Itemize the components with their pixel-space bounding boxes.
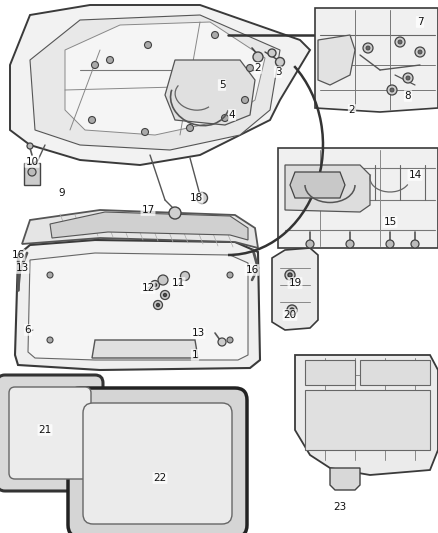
Polygon shape [330,468,360,490]
Text: 18: 18 [189,193,203,203]
Text: 8: 8 [405,91,411,101]
Text: 17: 17 [141,205,155,215]
Text: 7: 7 [417,17,423,27]
Circle shape [141,128,148,135]
Circle shape [169,207,181,219]
Circle shape [288,273,292,277]
Polygon shape [50,212,248,240]
Text: 14: 14 [408,170,422,180]
Circle shape [363,43,373,53]
Text: 12: 12 [141,283,155,293]
Polygon shape [28,253,248,360]
Circle shape [268,49,276,57]
Circle shape [403,73,413,83]
Text: 13: 13 [15,263,28,273]
Text: 22: 22 [153,473,166,483]
Circle shape [287,305,297,315]
Circle shape [398,40,402,44]
Circle shape [106,56,113,63]
Polygon shape [92,340,198,358]
Polygon shape [305,360,355,385]
Circle shape [366,46,370,50]
Circle shape [406,76,410,80]
Circle shape [387,85,397,95]
Circle shape [212,31,219,38]
Text: 3: 3 [275,67,281,77]
Polygon shape [165,60,255,125]
Text: 6: 6 [25,325,31,335]
Polygon shape [318,35,355,85]
Polygon shape [360,360,430,385]
Circle shape [197,192,208,204]
Text: 11: 11 [171,278,185,288]
Circle shape [411,240,419,248]
Circle shape [241,96,248,103]
Circle shape [247,64,254,71]
Polygon shape [272,248,318,330]
Circle shape [153,284,156,287]
Circle shape [47,272,53,278]
FancyBboxPatch shape [0,375,103,491]
Circle shape [28,168,36,176]
Text: 15: 15 [383,217,397,227]
Circle shape [346,240,354,248]
Circle shape [218,338,226,346]
Bar [24,163,40,185]
Circle shape [285,270,295,280]
Circle shape [88,117,95,124]
Circle shape [290,308,294,312]
Text: 4: 4 [229,110,235,120]
Text: 19: 19 [288,278,302,288]
Polygon shape [65,22,265,135]
Circle shape [418,50,422,54]
Polygon shape [10,5,310,165]
FancyBboxPatch shape [83,403,232,524]
Text: 16: 16 [11,250,25,260]
Text: 9: 9 [59,188,65,198]
Polygon shape [30,15,280,150]
Circle shape [187,125,194,132]
Text: 23: 23 [333,502,346,512]
Circle shape [306,240,314,248]
Text: 2: 2 [254,63,261,73]
Text: 13: 13 [191,328,205,338]
Circle shape [151,280,159,289]
Circle shape [395,37,405,47]
Polygon shape [290,172,345,198]
Polygon shape [278,148,438,248]
Text: 10: 10 [25,157,39,167]
Circle shape [390,88,394,92]
Text: 21: 21 [39,425,52,435]
Circle shape [253,52,263,62]
Text: 2: 2 [349,105,355,115]
Circle shape [160,290,170,300]
Polygon shape [22,210,258,248]
Circle shape [47,337,53,343]
Polygon shape [285,165,370,212]
Circle shape [153,301,162,310]
FancyBboxPatch shape [9,387,91,479]
Circle shape [163,294,166,296]
Circle shape [92,61,99,69]
Polygon shape [315,8,438,112]
Circle shape [156,303,159,306]
Circle shape [415,47,425,57]
Circle shape [276,58,285,67]
Circle shape [227,337,233,343]
Polygon shape [295,355,438,475]
Text: 5: 5 [219,80,225,90]
Text: 16: 16 [245,265,258,275]
Polygon shape [305,390,430,450]
Circle shape [222,115,229,122]
Circle shape [227,272,233,278]
Circle shape [27,143,33,149]
FancyBboxPatch shape [68,388,247,533]
Polygon shape [15,240,260,370]
Circle shape [180,271,190,280]
Circle shape [158,275,168,285]
Text: 20: 20 [283,310,297,320]
Text: 1: 1 [192,350,198,360]
Circle shape [145,42,152,49]
Circle shape [386,240,394,248]
